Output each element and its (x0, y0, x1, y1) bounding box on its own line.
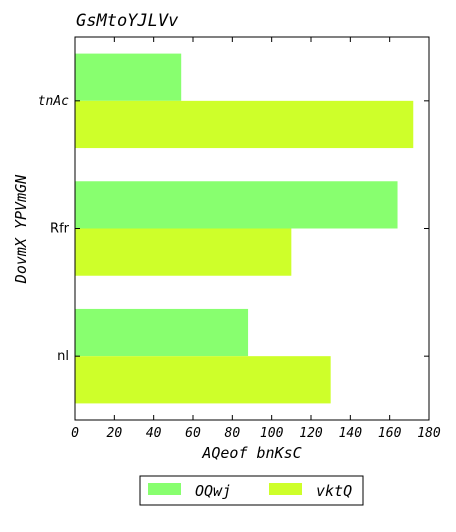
x-axis-label: AQeof bnKsC (201, 444, 301, 462)
bar-oqwj-tnac (75, 53, 182, 101)
x-tick-label: 60 (185, 426, 201, 441)
x-tick-label: 0 (71, 426, 79, 441)
chart-title: GsMtoYJLVv (76, 11, 179, 31)
y-tick-label-tnac: tnAc (38, 94, 69, 109)
legend-swatch-oqwj (148, 483, 181, 495)
x-tick-label: 180 (417, 426, 441, 441)
bar-vktq-tnac (75, 100, 414, 149)
x-axis-ticks: 0 20 40 60 80 100 120 140 160 180 (71, 37, 441, 441)
bar-vktq-nl (75, 356, 331, 404)
x-tick-label: 160 (378, 426, 402, 441)
x-tick-label: 40 (146, 426, 162, 441)
legend-label-oqwj: OQwj (195, 482, 231, 500)
x-tick-label: 80 (225, 426, 241, 441)
x-tick-label: 120 (299, 426, 323, 441)
x-tick-label: 100 (260, 426, 284, 441)
bar-oqwj-rfr (75, 181, 398, 229)
bars (75, 53, 414, 404)
legend-swatch-vktq (269, 483, 302, 495)
x-tick-label: 140 (339, 426, 363, 441)
x-tick-label: 20 (107, 426, 123, 441)
legend-label-vktq: vktQ (316, 482, 352, 500)
y-tick-label-rfr: Rfr (50, 222, 70, 237)
legend: OQwj vktQ (139, 475, 364, 506)
y-axis-label: DovmX YPVmGN (12, 174, 30, 284)
y-axis-ticks: nl Rfr tnAc (38, 94, 429, 364)
bar-vktq-rfr (75, 228, 292, 276)
y-tick-label-nl: nl (57, 349, 69, 364)
bar-oqwj-nl (75, 308, 249, 357)
